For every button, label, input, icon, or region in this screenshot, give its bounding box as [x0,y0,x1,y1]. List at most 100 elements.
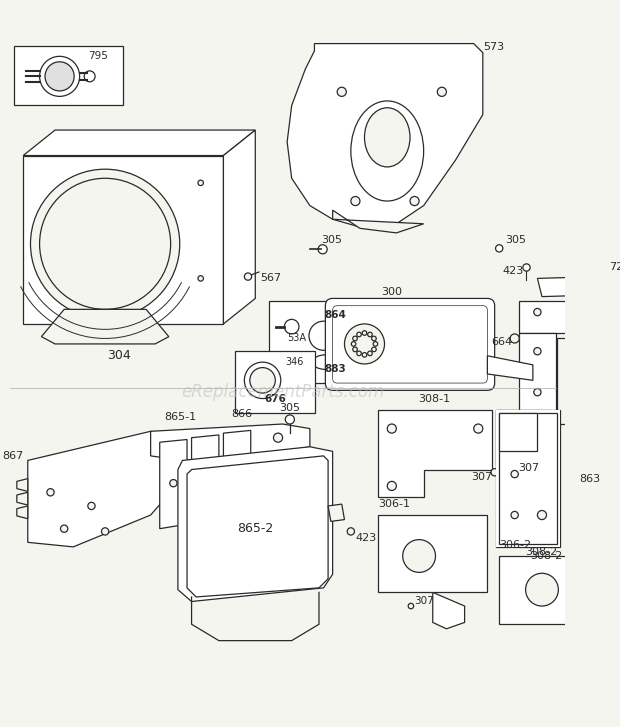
Circle shape [356,332,361,337]
Circle shape [351,196,360,206]
Circle shape [102,528,108,535]
Circle shape [309,321,338,350]
Circle shape [353,347,357,352]
Bar [499,413,538,451]
Text: 423: 423 [503,266,524,276]
Circle shape [509,516,516,523]
Circle shape [362,353,367,357]
Circle shape [534,348,541,355]
Text: 300: 300 [381,287,402,297]
Polygon shape [487,356,533,380]
Polygon shape [23,156,223,324]
Circle shape [511,470,518,478]
Polygon shape [519,333,556,451]
Circle shape [403,539,435,572]
Text: 306-1: 306-1 [378,499,410,509]
Polygon shape [378,410,492,497]
Circle shape [388,424,396,433]
Circle shape [474,424,483,433]
Circle shape [509,475,516,482]
Polygon shape [615,451,620,478]
Circle shape [371,347,376,352]
Circle shape [538,475,546,482]
Text: 308-1: 308-1 [418,394,451,404]
Text: 865-1: 865-1 [164,412,197,422]
Polygon shape [519,301,620,333]
Polygon shape [192,435,219,533]
Bar [497,410,551,465]
Ellipse shape [312,355,338,369]
Circle shape [345,324,384,364]
Polygon shape [497,410,551,465]
Circle shape [88,502,95,510]
Polygon shape [538,274,620,297]
Circle shape [347,528,355,535]
Bar [557,337,620,424]
Circle shape [353,336,357,341]
Circle shape [352,342,356,346]
Polygon shape [42,310,169,344]
Circle shape [538,510,546,520]
Text: 308-2: 308-2 [525,547,557,557]
Text: 883: 883 [324,364,347,374]
Circle shape [198,180,203,185]
Text: 53A: 53A [286,332,306,342]
Polygon shape [223,130,255,324]
Text: 305: 305 [280,403,300,413]
Circle shape [534,430,541,437]
Text: 865-2: 865-2 [237,522,273,535]
Circle shape [491,469,498,476]
Text: 567: 567 [260,273,281,284]
Bar [14,47,123,105]
Polygon shape [333,210,423,233]
Polygon shape [178,447,333,601]
Circle shape [84,71,95,82]
Text: 305: 305 [321,235,342,245]
Text: 308-2: 308-2 [531,552,563,561]
Polygon shape [187,456,328,597]
Text: 725: 725 [609,262,620,273]
Polygon shape [499,413,557,544]
Circle shape [198,276,203,281]
Circle shape [368,332,372,337]
Text: 307: 307 [415,596,434,606]
Ellipse shape [351,101,423,201]
Polygon shape [160,440,187,529]
Circle shape [45,62,74,91]
Ellipse shape [365,108,410,167]
Circle shape [273,433,283,442]
Circle shape [285,319,299,334]
Circle shape [170,480,177,487]
FancyBboxPatch shape [326,298,495,390]
Polygon shape [497,410,560,547]
Circle shape [408,603,414,608]
Circle shape [244,362,281,398]
Polygon shape [223,430,250,536]
Circle shape [509,434,516,441]
Circle shape [437,87,446,97]
Polygon shape [28,431,182,547]
Circle shape [244,273,252,280]
Circle shape [410,196,419,206]
Circle shape [511,511,518,518]
Circle shape [232,435,242,444]
Text: 664: 664 [491,337,512,347]
Text: 306-2: 306-2 [499,539,531,550]
Circle shape [61,525,68,532]
Polygon shape [17,492,28,505]
Polygon shape [151,424,310,460]
Circle shape [373,342,378,346]
Circle shape [538,434,546,441]
Bar [235,351,316,413]
Circle shape [30,169,180,318]
Circle shape [368,351,372,356]
Circle shape [40,56,79,97]
Circle shape [584,308,591,316]
Text: 346: 346 [285,357,304,367]
Circle shape [250,368,275,393]
Text: 304: 304 [107,349,131,362]
Text: 573: 573 [483,41,504,52]
Circle shape [371,336,376,341]
Polygon shape [287,44,483,228]
Text: 307: 307 [518,462,539,473]
